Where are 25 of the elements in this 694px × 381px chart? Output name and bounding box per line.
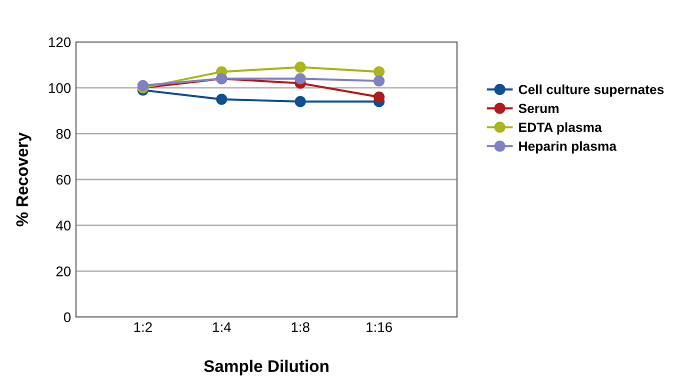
point [374, 91, 385, 103]
y-axis-title: % Recovery [16, 132, 32, 226]
y-tick-label: 100 [49, 83, 71, 94]
point [294, 96, 306, 108]
point [137, 80, 148, 92]
x-tick-label: 1:16 [366, 322, 392, 332]
x-tick-label: 1:8 [292, 322, 310, 332]
legend-label: Cell culture supernates [518, 84, 664, 97]
y-tick-label: 60 [56, 174, 71, 185]
point [374, 75, 385, 87]
y-tick-label: 20 [56, 266, 71, 276]
x-axis-title: Sample Dilution [204, 360, 328, 376]
point [374, 66, 385, 78]
legend-label: EDTA plasma [519, 122, 602, 135]
point [216, 94, 228, 105]
y-tick-label: 0 [64, 312, 71, 322]
y-tick-label: 40 [56, 220, 71, 231]
x-tick-label: 1:2 [134, 322, 152, 332]
x-tick-label: 1:4 [213, 322, 231, 332]
legend-label: Serum [518, 104, 559, 114]
legend-label: Heparin plasma [519, 141, 617, 154]
point [294, 62, 306, 73]
y-tick-label: 120 [49, 37, 71, 48]
point [294, 73, 306, 84]
y-tick-label: 80 [56, 129, 71, 139]
